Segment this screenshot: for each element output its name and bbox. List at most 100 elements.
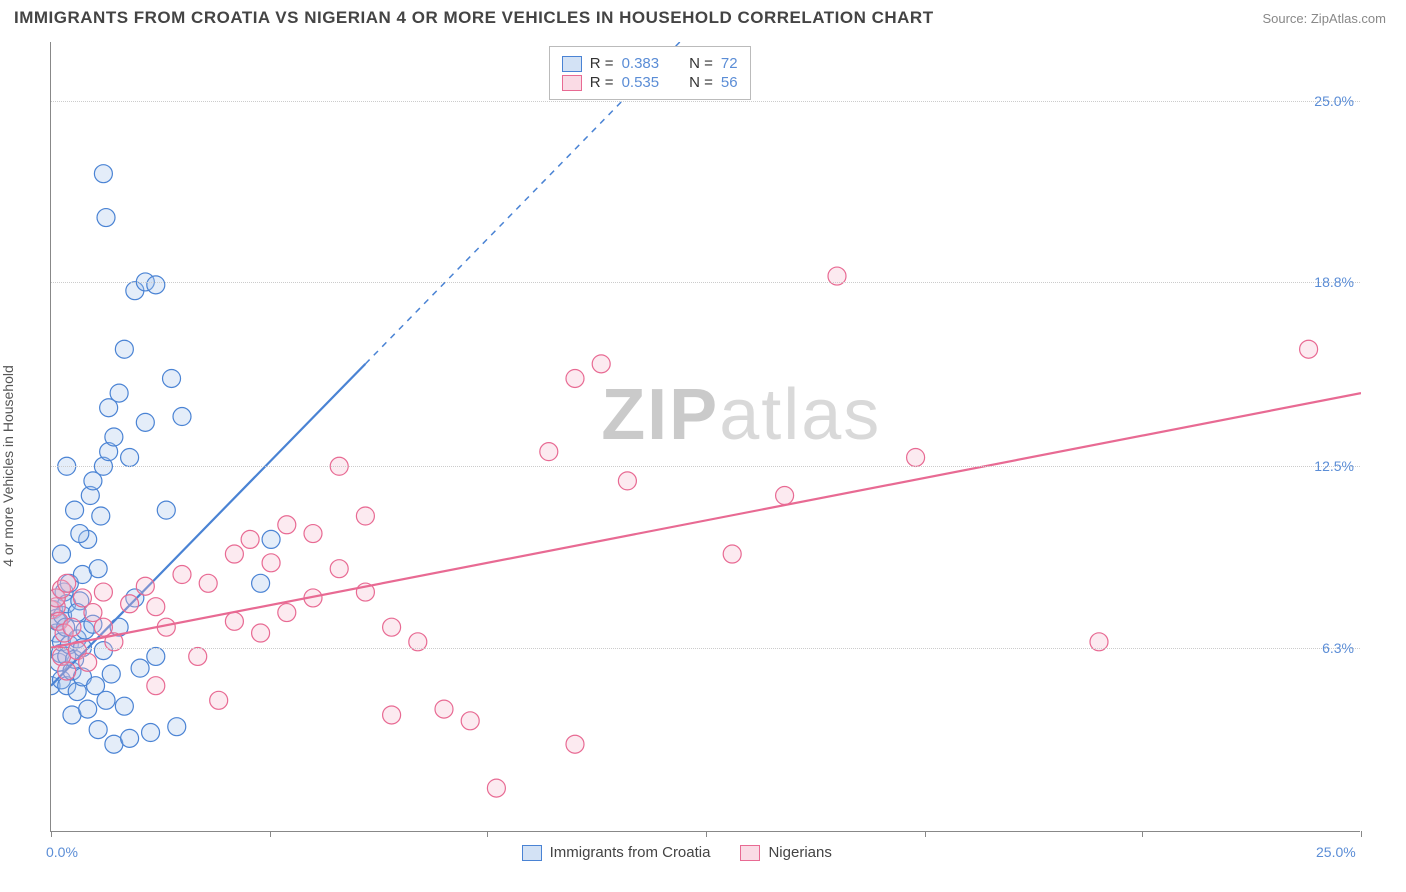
data-point-nigerians — [435, 700, 453, 718]
data-point-nigerians — [592, 355, 610, 373]
data-point-croatia — [71, 525, 89, 543]
data-point-nigerians — [225, 612, 243, 630]
legend-n-label: N = — [689, 55, 713, 72]
data-point-nigerians — [383, 706, 401, 724]
data-point-croatia — [97, 691, 115, 709]
data-point-nigerians — [487, 779, 505, 797]
data-point-croatia — [79, 700, 97, 718]
source-prefix: Source: — [1262, 11, 1310, 26]
gridline — [51, 101, 1360, 102]
data-point-croatia — [52, 545, 70, 563]
y-axis-label: 4 or more Vehicles in Household — [0, 365, 16, 567]
data-point-nigerians — [210, 691, 228, 709]
gridline — [51, 466, 1360, 467]
data-point-nigerians — [252, 624, 270, 642]
data-point-nigerians — [241, 530, 259, 548]
x-tick — [487, 831, 488, 837]
x-tick — [925, 831, 926, 837]
legend-r-label: R = — [590, 55, 614, 72]
data-point-nigerians — [94, 583, 112, 601]
plot-svg — [51, 42, 1361, 832]
source-link[interactable]: ZipAtlas.com — [1311, 11, 1386, 26]
data-point-croatia — [173, 408, 191, 426]
data-point-nigerians — [278, 604, 296, 622]
chart-source: Source: ZipAtlas.com — [1262, 11, 1386, 26]
data-point-nigerians — [58, 574, 76, 592]
legend-row-croatia: R = 0.383 N = 72 — [562, 55, 738, 72]
data-point-nigerians — [566, 369, 584, 387]
y-tick-label: 25.0% — [1314, 93, 1354, 109]
legend-correlation: R = 0.383 N = 72 R = 0.535 N = 56 — [549, 46, 751, 100]
data-point-nigerians — [147, 677, 165, 695]
data-point-croatia — [121, 729, 139, 747]
data-point-nigerians — [907, 448, 925, 466]
data-point-nigerians — [723, 545, 741, 563]
legend-r-value: 0.535 — [622, 74, 660, 91]
scatter-plot: ZIPatlas R =0.383N =72R =0.535N =56 6.3%… — [50, 42, 1360, 832]
data-point-nigerians — [189, 647, 207, 665]
trendline-nigerians — [51, 393, 1361, 648]
data-point-croatia — [163, 369, 181, 387]
data-point-croatia — [115, 697, 133, 715]
legend-n-value: 72 — [721, 55, 738, 72]
legend-item-croatia: Immigrants from Croatia — [522, 844, 711, 861]
data-point-nigerians — [94, 618, 112, 636]
data-point-croatia — [102, 665, 120, 683]
chart-title: IMMIGRANTS FROM CROATIA VS NIGERIAN 4 OR… — [14, 8, 934, 28]
data-point-nigerians — [63, 618, 81, 636]
legend-n-label: N = — [689, 74, 713, 91]
data-point-nigerians — [136, 577, 154, 595]
y-tick-label: 18.8% — [1314, 274, 1354, 290]
data-point-nigerians — [199, 574, 217, 592]
data-point-croatia — [92, 507, 110, 525]
data-point-croatia — [97, 209, 115, 227]
legend-series: Immigrants from Croatia Nigerians — [522, 844, 832, 861]
data-point-croatia — [252, 574, 270, 592]
x-tick — [1361, 831, 1362, 837]
legend-r-value: 0.383 — [622, 55, 660, 72]
data-point-croatia — [168, 718, 186, 736]
x-axis-end-label: 25.0% — [1316, 844, 1356, 860]
data-point-nigerians — [566, 735, 584, 753]
data-point-nigerians — [173, 566, 191, 584]
x-axis-start-label: 0.0% — [46, 844, 78, 860]
data-point-nigerians — [278, 516, 296, 534]
legend-swatch — [562, 75, 582, 91]
data-point-croatia — [89, 560, 107, 578]
y-tick-label: 12.5% — [1314, 458, 1354, 474]
legend-swatch — [740, 845, 760, 861]
gridline — [51, 648, 1360, 649]
data-point-croatia — [94, 165, 112, 183]
chart-header: IMMIGRANTS FROM CROATIA VS NIGERIAN 4 OR… — [0, 0, 1406, 32]
data-point-nigerians — [776, 487, 794, 505]
data-point-croatia — [89, 721, 107, 739]
legend-label: Nigerians — [768, 844, 831, 861]
data-point-croatia — [115, 340, 133, 358]
data-point-nigerians — [147, 598, 165, 616]
data-point-croatia — [121, 448, 139, 466]
x-tick — [51, 831, 52, 837]
legend-swatch — [562, 56, 582, 72]
x-tick — [270, 831, 271, 837]
legend-r-label: R = — [590, 74, 614, 91]
data-point-nigerians — [330, 560, 348, 578]
data-point-nigerians — [1300, 340, 1318, 358]
data-point-croatia — [66, 501, 84, 519]
data-point-nigerians — [121, 595, 139, 613]
data-point-nigerians — [461, 712, 479, 730]
legend-item-nigerians: Nigerians — [740, 844, 831, 861]
data-point-nigerians — [225, 545, 243, 563]
x-tick — [706, 831, 707, 837]
data-point-nigerians — [540, 443, 558, 461]
data-point-croatia — [110, 384, 128, 402]
data-point-croatia — [136, 413, 154, 431]
data-point-croatia — [147, 276, 165, 294]
data-point-nigerians — [58, 662, 76, 680]
legend-label: Immigrants from Croatia — [550, 844, 711, 861]
gridline — [51, 282, 1360, 283]
data-point-croatia — [105, 428, 123, 446]
data-point-croatia — [142, 724, 160, 742]
legend-row-nigerians: R = 0.535 N = 56 — [562, 74, 738, 91]
data-point-nigerians — [618, 472, 636, 490]
legend-n-value: 56 — [721, 74, 738, 91]
